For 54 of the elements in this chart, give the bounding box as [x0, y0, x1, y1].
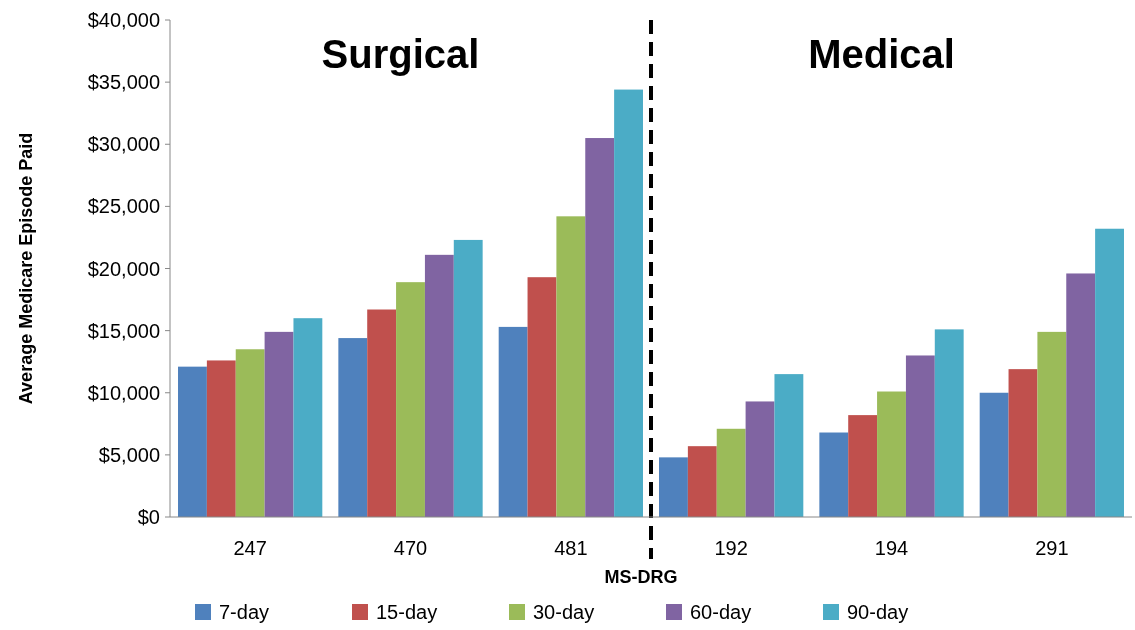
annotation: Surgical — [321, 32, 480, 76]
bar — [1095, 228, 1124, 517]
legend-label: 30-day — [533, 601, 595, 623]
bar — [264, 331, 294, 517]
x-tick-label: 470 — [393, 537, 428, 559]
x-tick-label: 481 — [554, 537, 588, 559]
x-tick-label: 291 — [1035, 537, 1069, 559]
bar — [614, 89, 643, 517]
y-axis-title: Average Medicare Episode Paid — [16, 132, 36, 405]
bar — [178, 366, 207, 517]
bar — [585, 138, 615, 517]
bar — [1037, 331, 1067, 517]
bar — [527, 277, 557, 517]
y-tick-label: $15,000 — [87, 319, 160, 342]
bar — [206, 360, 236, 517]
legend-label: 15-day — [376, 601, 438, 623]
bar — [396, 282, 425, 517]
bar — [819, 432, 849, 517]
bar — [659, 457, 688, 517]
legend-label: 7-day — [219, 601, 270, 623]
bar — [1008, 369, 1038, 517]
bar — [367, 309, 397, 517]
y-tick-label: $10,000 — [87, 381, 160, 404]
bar — [498, 326, 528, 517]
x-tick-label: 192 — [714, 537, 748, 559]
bar — [774, 374, 804, 517]
x-tick-label: 247 — [233, 537, 267, 559]
bar — [877, 391, 906, 517]
bar — [934, 329, 964, 517]
y-tick-label: $30,000 — [87, 133, 160, 156]
y-tick-label: $35,000 — [87, 71, 160, 94]
bar — [338, 338, 368, 517]
bar — [687, 446, 717, 517]
y-tick-label: $5,000 — [98, 443, 160, 466]
legend-label: 90-day — [847, 601, 909, 623]
y-tick-label: $25,000 — [87, 195, 160, 218]
x-tick-label: 194 — [874, 537, 909, 559]
bar — [453, 239, 483, 517]
bar — [979, 392, 1009, 517]
bar — [424, 254, 454, 517]
bar — [905, 355, 935, 517]
legend-label: 60-day — [690, 601, 752, 623]
x-axis-title: MS-DRG — [604, 567, 678, 587]
bar — [716, 428, 746, 517]
bar — [235, 349, 265, 517]
y-tick-label: $20,000 — [87, 257, 160, 280]
bar — [745, 401, 775, 517]
bar — [556, 216, 586, 517]
bar — [848, 415, 878, 517]
y-tick-label: $40,000 — [87, 9, 160, 31]
annotation: Medical — [808, 32, 955, 76]
bar — [293, 318, 323, 517]
bar — [1066, 273, 1096, 517]
y-tick-label: $0 — [137, 506, 160, 528]
